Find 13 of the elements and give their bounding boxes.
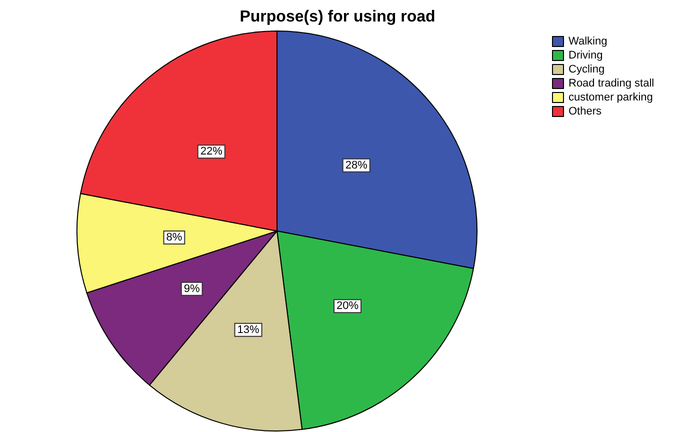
data-label: 22% <box>200 146 223 158</box>
chart-title: Purpose(s) for using road <box>240 8 436 26</box>
data-label: 28% <box>345 159 368 172</box>
data-label: 20% <box>336 300 359 312</box>
legend-label: Road trading stall <box>568 78 654 90</box>
legend-label: Cycling <box>568 64 605 76</box>
data-label: 8% <box>166 231 182 244</box>
legend-label: customer parking <box>568 92 653 104</box>
legend-label: Driving <box>568 50 603 62</box>
data-label: 9% <box>184 282 200 295</box>
legend-label: Others <box>568 106 602 118</box>
data-label: 13% <box>237 324 260 336</box>
legend-label: Walking <box>568 36 608 48</box>
